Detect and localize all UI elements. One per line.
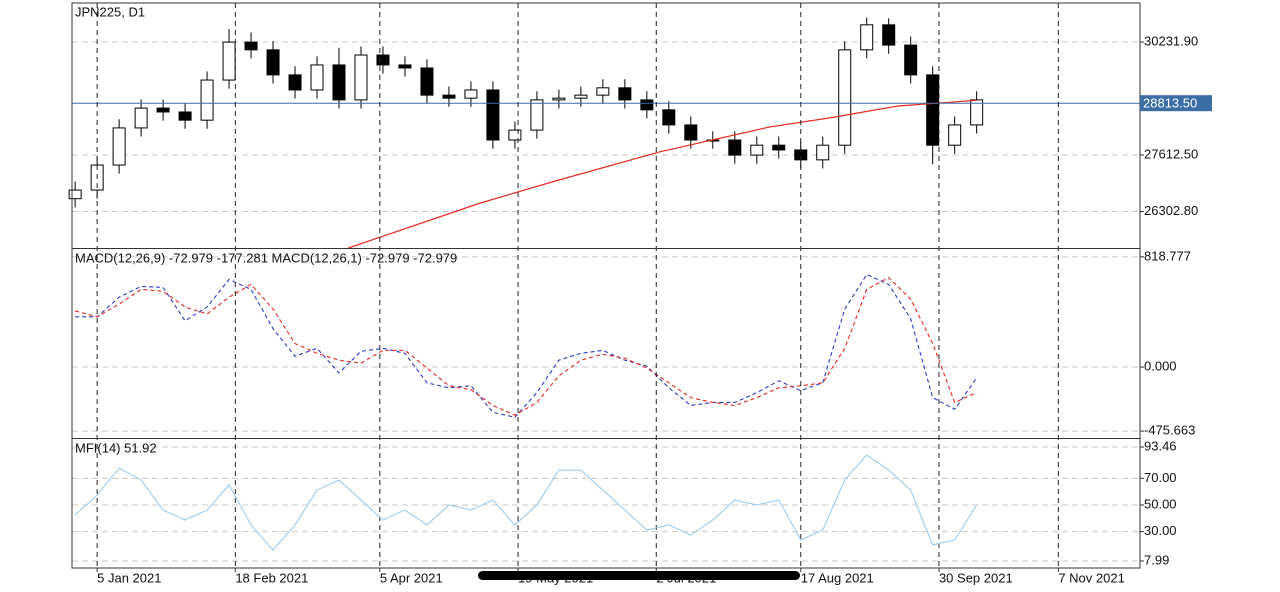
candle-body	[486, 89, 500, 141]
y-tick-label: 93.46	[1144, 438, 1177, 453]
y-tick-label: 70.00	[1144, 470, 1177, 485]
candle-body	[156, 107, 170, 113]
candle-body	[530, 99, 544, 131]
candle-body	[948, 124, 962, 146]
candle-body	[310, 64, 324, 91]
y-tick-label: 27612.50	[1144, 146, 1198, 161]
y-tick-label: 7.99	[1144, 552, 1169, 567]
candle-body	[750, 144, 764, 156]
x-tick-label: 18 Feb 2021	[235, 570, 308, 585]
panel-title: JPN225, D1	[75, 4, 145, 19]
price-label-box	[1140, 95, 1212, 112]
candle-body	[464, 89, 478, 99]
candle-body	[926, 74, 940, 146]
series-line	[75, 273, 978, 418]
candle-body	[134, 107, 148, 129]
candle-body	[68, 189, 82, 200]
candle-body	[970, 99, 984, 126]
candle-body	[200, 79, 214, 121]
y-tick-label: -475.663	[1144, 423, 1195, 438]
panel-title: MFI(14) 51.92	[75, 440, 157, 455]
y-tick-label: 30.00	[1144, 523, 1177, 538]
y-tick-label: 50.00	[1144, 496, 1177, 511]
candle-body	[332, 64, 346, 101]
candle-body	[398, 64, 412, 69]
scrollbar[interactable]	[478, 571, 800, 580]
candle-body	[222, 41, 236, 81]
price-label: 28813.50	[1143, 96, 1197, 111]
y-tick-label: 818.777	[1144, 248, 1191, 263]
y-tick-label: 26302.80	[1144, 203, 1198, 218]
panel-title: MACD(12,26,9) -72.979 -177.281 MACD(12,2…	[75, 250, 457, 265]
candle-body	[178, 111, 192, 121]
candle-body	[640, 99, 654, 111]
candle-body	[244, 41, 258, 51]
candle-body	[882, 24, 896, 46]
x-tick-label: 5 Apr 2021	[380, 570, 443, 585]
candle-body	[354, 54, 368, 101]
candle-body	[618, 87, 632, 101]
candle-body	[596, 87, 610, 96]
candle-body	[574, 94, 588, 99]
series-line	[74, 454, 978, 551]
candle-body	[838, 49, 852, 146]
candle-body	[376, 54, 390, 66]
candle-body	[860, 24, 874, 51]
y-tick-label: 30231.90	[1144, 33, 1198, 48]
candle-body	[904, 44, 918, 76]
candle-body	[112, 127, 126, 166]
y-tick-label: 0.000	[1144, 358, 1177, 373]
series-line	[74, 276, 977, 416]
candle-body	[552, 97, 566, 101]
x-tick-label: 7 Nov 2021	[1058, 570, 1125, 585]
candle-body	[684, 124, 698, 141]
candle-body	[662, 109, 676, 126]
x-tick-label: 5 Jan 2021	[97, 570, 161, 585]
x-tick-label: 17 Aug 2021	[801, 570, 874, 585]
moving-average	[348, 99, 977, 249]
plot-layer	[68, 3, 1140, 568]
candle-body	[728, 139, 742, 156]
candle-body	[442, 94, 456, 99]
frame	[71, 2, 1141, 569]
candle-body	[772, 144, 786, 151]
candle-body	[420, 67, 434, 96]
x-tick-label: 30 Sep 2021	[939, 570, 1013, 585]
candle-body	[288, 74, 302, 91]
candle-body	[266, 49, 280, 76]
candle-body	[508, 129, 522, 141]
candle-body	[816, 144, 830, 161]
